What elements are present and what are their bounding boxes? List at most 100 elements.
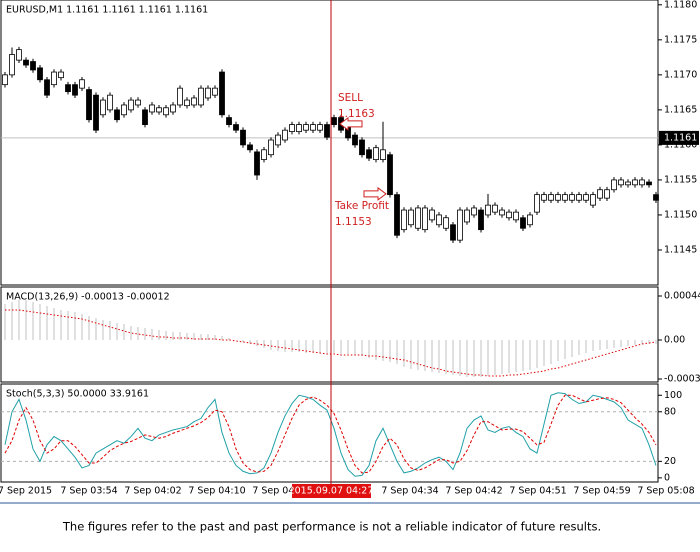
candle-body [464, 209, 470, 223]
candle-body [583, 194, 589, 201]
y-tick-label: 100 [664, 390, 682, 401]
candle-body [380, 149, 386, 161]
candle-body [303, 124, 309, 131]
trade-arrow [339, 116, 363, 131]
candle-body [387, 154, 393, 196]
candle-body [44, 79, 50, 96]
candle-body [65, 84, 71, 93]
candle-body [576, 194, 582, 201]
x-tick-label: 7 Sep 05:08 [637, 486, 694, 497]
disclaimer: The figures refer to the past and past p… [62, 520, 601, 534]
candle-body [9, 54, 15, 76]
y-tick-label: 20 [664, 456, 676, 467]
candle-body [100, 99, 106, 116]
candle-body [177, 87, 183, 106]
candle-body [527, 214, 533, 226]
candle-body [401, 209, 407, 231]
pane-title: Stoch(5,3,3) 50.0000 33.9161 [6, 389, 149, 400]
x-tick-label: 7 Sep 04:10 [188, 486, 245, 497]
candle-body [268, 139, 274, 156]
candle-body [520, 217, 526, 229]
candle-body [443, 217, 449, 229]
candle-body [513, 211, 519, 221]
candle-body [436, 214, 442, 226]
annotation-price: 1.1163 [338, 108, 375, 120]
candle-body [331, 117, 337, 125]
x-tick-label: 7 Sep 04:18 [252, 486, 309, 497]
candle-body [373, 147, 379, 161]
candle-body [205, 87, 211, 99]
candle-body [394, 194, 400, 236]
candle-body [548, 194, 554, 201]
candle-body [422, 207, 428, 231]
candle-body [2, 74, 8, 86]
annotation-price: 1.1153 [335, 216, 372, 228]
candle-body [499, 209, 505, 216]
y-tick-label: 1.1150 [664, 209, 697, 220]
x-tick-label: 7 Sep 03:54 [60, 486, 117, 497]
candle-body [352, 134, 358, 146]
candle-body [254, 151, 260, 176]
candle-body [219, 71, 225, 116]
trade-arrow [363, 186, 387, 201]
candle-body [79, 79, 85, 89]
candle-body [359, 139, 365, 156]
candle-body [485, 204, 491, 216]
x-tick-label: 7 Sep 04:59 [573, 486, 630, 497]
candle-body [261, 149, 267, 161]
y-tick-label: 1.1175 [664, 34, 697, 45]
candle-body [653, 194, 659, 201]
y-tick-label: 80 [664, 406, 676, 417]
candle-body [58, 71, 64, 79]
x-tick-label: 7 Sep 04:34 [381, 486, 438, 497]
candle-body [597, 189, 603, 199]
bid-label: 1.1161 [664, 132, 697, 143]
candle-body [618, 179, 624, 186]
candle-body [170, 104, 176, 113]
candle-body [506, 211, 512, 219]
candle-body [128, 99, 134, 111]
candle-body [107, 94, 113, 111]
y-tick-label: 0.00 [664, 335, 685, 346]
annotation-label: Take Profit [334, 200, 389, 212]
candle-body [37, 67, 43, 81]
y-tick-label: 1.1155 [664, 174, 697, 185]
y-tick-label: 0 [664, 472, 670, 483]
x-tick-label: 7 Sep 04:51 [509, 486, 566, 497]
candle-body [415, 207, 421, 229]
y-tick-label: 1.1145 [664, 244, 697, 255]
candle-body [51, 71, 57, 86]
candle-body [450, 224, 456, 241]
pane-frame [0, 383, 659, 483]
candle-body [366, 149, 372, 159]
pane-frame [0, 286, 659, 383]
candle-body [247, 144, 253, 151]
candle-body [289, 124, 295, 132]
candle-body [590, 194, 596, 206]
pane-title: MACD(13,26,9) -0.00013 -0.00012 [6, 292, 170, 303]
candle-body [457, 209, 463, 241]
candle-body [233, 124, 239, 131]
candle-body [86, 89, 92, 121]
candle-body [646, 181, 652, 186]
candle-body [212, 87, 218, 96]
candle-body [184, 99, 190, 107]
candle-body [317, 124, 323, 131]
candle-body [541, 194, 547, 201]
x-tick-label: 7 Sep 2015 [0, 486, 52, 497]
candle-body [310, 124, 316, 131]
cursor-label: 2015.09.07 04:27 [289, 486, 374, 497]
pane-frame [0, 0, 659, 286]
candle-body [632, 179, 638, 186]
x-tick-label: 7 Sep 04:02 [124, 486, 181, 497]
y-tick-label: 1.1170 [664, 69, 697, 80]
candle-body [555, 194, 561, 201]
y-tick-label: -0.00039 [664, 374, 700, 385]
candle-body [534, 194, 540, 213]
candle-body [135, 99, 141, 106]
candle-body [142, 109, 148, 125]
candle-body [72, 84, 78, 96]
y-tick-label: 1.1180 [664, 0, 697, 10]
candle-body [408, 209, 414, 226]
